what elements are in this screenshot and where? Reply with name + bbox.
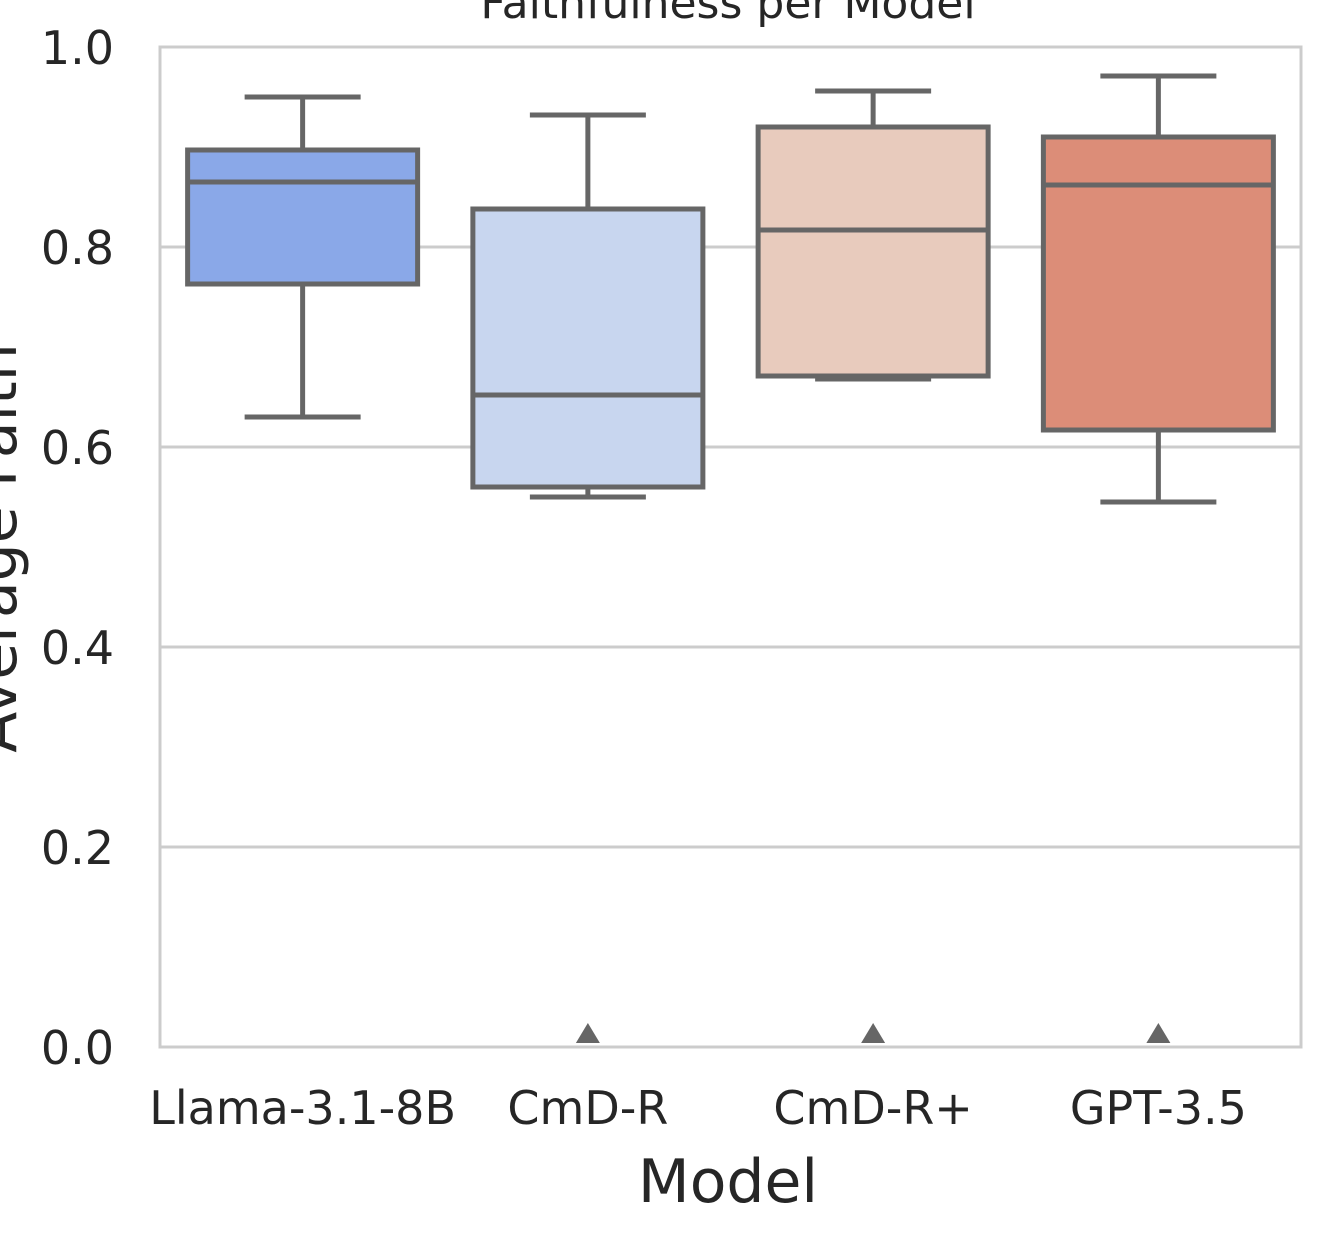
- outlier-marker: [1146, 1023, 1171, 1043]
- box-iqr: [755, 124, 991, 379]
- x-tick-label: GPT-3.5: [1070, 1081, 1247, 1135]
- box-group: [185, 94, 421, 420]
- y-tick-label: 0.0: [41, 1021, 114, 1075]
- y-tick-label: 0.8: [41, 221, 114, 275]
- x-tick-label: CmD-R+: [773, 1081, 972, 1135]
- y-tick-label: 0.6: [41, 421, 114, 475]
- chart-title: Faithfulness per Model: [480, 0, 975, 29]
- box-iqr: [1040, 134, 1276, 433]
- box-group: [755, 88, 991, 1043]
- x-tick-labels: Llama-3.1-8B CmD-R CmD-R+ GPT-3.5: [149, 1081, 1247, 1135]
- box-group: [470, 112, 706, 1043]
- y-tick-label: 1.0: [41, 21, 114, 75]
- box-plots: [185, 73, 1276, 1043]
- box-iqr: [185, 147, 421, 287]
- outlier-marker: [575, 1023, 600, 1043]
- y-tick-label: 0.2: [41, 821, 114, 875]
- y-tick-labels: 0.0 0.2 0.4 0.6 0.8 1.0: [41, 21, 114, 1075]
- x-axis-label: Model: [638, 1147, 818, 1217]
- y-tick-label: 0.4: [41, 621, 114, 675]
- outlier-marker: [861, 1023, 886, 1043]
- plot-frame: [158, 45, 1303, 1049]
- box-iqr: [470, 206, 706, 490]
- x-tick-label: Llama-3.1-8B: [149, 1081, 456, 1135]
- x-tick-label: CmD-R: [507, 1081, 668, 1135]
- y-axis-label: Average Faith: [0, 343, 31, 752]
- box-group: [1040, 73, 1276, 1043]
